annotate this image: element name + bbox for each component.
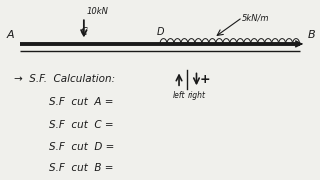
Text: →  S.F.  Calculation:: → S.F. Calculation: — [14, 74, 115, 84]
Text: B: B — [308, 30, 315, 40]
Text: 10kN: 10kN — [87, 6, 109, 15]
Text: 5kN/m: 5kN/m — [241, 14, 269, 23]
Text: S.F  cut  A =: S.F cut A = — [49, 97, 114, 107]
Text: left: left — [173, 91, 185, 100]
Text: S.F  cut  C =: S.F cut C = — [49, 120, 114, 130]
Text: D: D — [156, 27, 164, 37]
Text: A: A — [6, 30, 14, 40]
Text: right: right — [188, 91, 205, 100]
Text: +: + — [200, 73, 211, 86]
Text: S.F  cut  D =: S.F cut D = — [49, 142, 114, 152]
Text: C: C — [81, 27, 87, 37]
Text: S.F  cut  B =: S.F cut B = — [49, 163, 114, 173]
